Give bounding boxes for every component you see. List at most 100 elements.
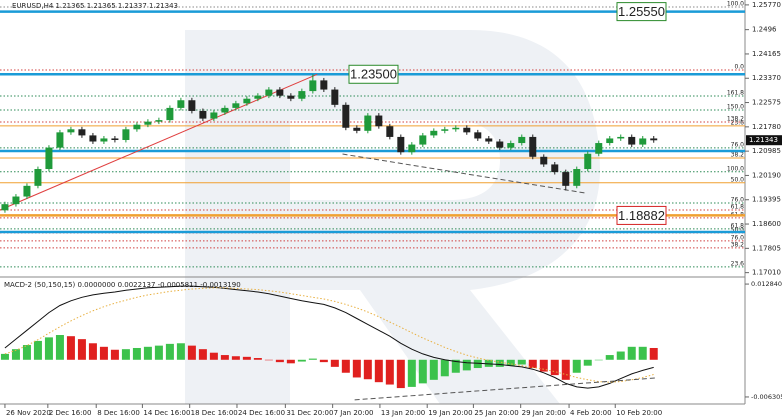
candle-body: [386, 126, 394, 137]
y-tick-label: 1.24165: [752, 50, 781, 58]
y-tick-label: -0.006305: [751, 393, 782, 401]
candle-body: [287, 95, 295, 99]
y-tick-label: 1.20985: [752, 147, 781, 155]
y-tick-label: 1.17010: [752, 269, 781, 277]
histogram-bar: [209, 352, 218, 360]
y-tick-label: 1.18600: [752, 220, 781, 228]
candle-body: [375, 115, 383, 127]
histogram-bar: [187, 345, 196, 360]
y-tick-label: 1.17805: [752, 244, 781, 252]
x-tick-label: 26 Nov 2020: [6, 409, 51, 417]
candle-body: [67, 129, 75, 133]
histogram-bar: [462, 359, 471, 371]
histogram-bar: [385, 359, 394, 385]
candle-body: [551, 164, 559, 173]
candle-body: [210, 112, 218, 119]
candle-body: [265, 89, 273, 96]
y-tick-label: 0.0128405: [751, 280, 782, 288]
candle-body: [353, 127, 361, 131]
histogram-bar: [319, 359, 328, 363]
histogram-bar: [418, 359, 427, 384]
candle-body: [199, 110, 207, 119]
candle-body: [441, 129, 449, 131]
candle-body: [298, 91, 306, 99]
x-tick-label: 18 Dec 16:00: [191, 409, 238, 417]
histogram-bar: [451, 359, 460, 373]
histogram-bar: [286, 359, 295, 364]
histogram-bar: [363, 359, 372, 380]
fibo-label: 76.0: [731, 141, 745, 148]
histogram-bar: [506, 359, 515, 366]
histogram-bar: [528, 359, 537, 369]
histogram-bar: [231, 356, 240, 360]
histogram-bar: [374, 359, 383, 383]
histogram-bar: [407, 359, 416, 387]
histogram-bar: [583, 359, 592, 366]
candle-body: [155, 120, 163, 122]
candle-body: [34, 169, 42, 186]
candle-body: [144, 121, 152, 125]
histogram-bar: [297, 359, 306, 362]
fibo-label: 150.0: [727, 104, 744, 111]
fibo-label: 0.0: [734, 63, 744, 70]
candle-body: [474, 132, 482, 139]
candle-body: [221, 107, 229, 113]
histogram-bar: [88, 343, 97, 360]
histogram-bar: [22, 345, 31, 360]
histogram-bar: [561, 359, 570, 380]
candle-body: [617, 136, 625, 139]
y-tick-label: 1.25770: [752, 1, 781, 9]
candle-body: [518, 136, 526, 144]
candle-body: [122, 129, 130, 140]
candle-body: [408, 144, 416, 153]
histogram-bar: [550, 359, 559, 376]
histogram-bar: [11, 349, 20, 360]
histogram-bar: [77, 339, 86, 360]
last-price-box: [746, 135, 782, 146]
fibo-label: 23.6: [731, 119, 745, 126]
candle-body: [177, 100, 185, 108]
x-tick-label: 14 Dec 16:00: [143, 409, 190, 417]
y-tick-label: 1.20190: [752, 171, 781, 179]
indicator-line: [4, 287, 654, 383]
histogram-bar: [55, 335, 64, 360]
histogram-bar: [275, 359, 284, 363]
fibo-label: 50.0: [731, 226, 745, 233]
y-tick-label: 1.2496: [752, 26, 777, 34]
histogram-bar: [264, 359, 273, 361]
histogram-bar: [99, 346, 108, 360]
annotation-label: 1.18882: [618, 208, 665, 223]
histogram-bar: [44, 337, 53, 360]
candle-body: [595, 143, 603, 154]
x-tick-label: 4 Feb 20:00: [570, 409, 611, 417]
x-tick-label: 10 Feb 20:00: [616, 409, 662, 417]
candle-body: [78, 129, 86, 136]
last-price-label: 1.21343: [749, 136, 778, 144]
x-tick-label: 2 Dec 16:00: [49, 409, 92, 417]
x-tick-label: 7 Jan 20:00: [334, 409, 374, 417]
histogram-bar: [396, 359, 405, 389]
candle-body: [276, 89, 284, 96]
indicator-line: [4, 285, 654, 389]
histogram-bar: [33, 340, 42, 360]
candle-body: [639, 138, 647, 145]
candle-body: [529, 136, 537, 157]
candle-body: [133, 124, 141, 130]
x-tick-label: 31 Dec 20:00: [286, 409, 333, 417]
fibo-label: 76.0: [731, 196, 745, 203]
candle-body: [243, 98, 251, 104]
histogram-bar: [484, 359, 493, 367]
histogram-bar: [143, 346, 152, 360]
annotation-label: 1.23500: [350, 67, 397, 82]
histogram-bar: [572, 359, 581, 373]
histogram-bar: [242, 356, 251, 360]
histogram-bar: [495, 359, 504, 367]
candle-body: [397, 136, 405, 153]
histogram-bar: [110, 349, 119, 360]
histogram-bar: [594, 359, 603, 361]
y-tick-label: 1.22575: [752, 99, 781, 107]
candle-body: [320, 80, 328, 90]
fibo-label: 50.0: [731, 176, 745, 183]
trend-line: [342, 153, 585, 194]
